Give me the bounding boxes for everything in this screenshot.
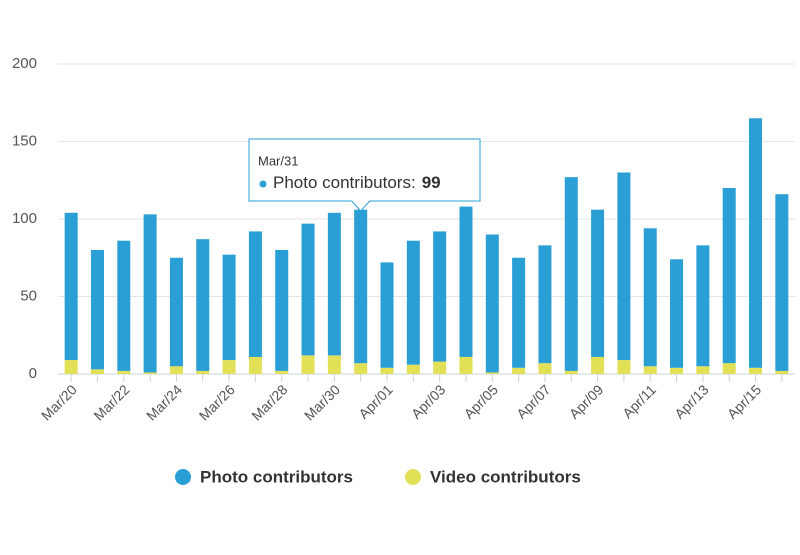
- x-tick-label: Mar/28: [248, 381, 290, 423]
- bar: [459, 356, 473, 374]
- bar: [196, 239, 210, 371]
- bar: [617, 172, 631, 361]
- bar: [248, 231, 262, 357]
- y-tick-label: 100: [12, 210, 37, 227]
- bar: [196, 370, 210, 374]
- bar: [275, 370, 289, 374]
- bar: [591, 209, 605, 357]
- bar: [327, 355, 341, 374]
- legend-label: Video contributors: [430, 467, 581, 486]
- bar: [512, 257, 526, 368]
- bar: [380, 367, 394, 374]
- x-tick-label: Apr/07: [513, 381, 554, 422]
- bar: [775, 370, 789, 374]
- x-tick-label: Mar/22: [90, 381, 132, 423]
- legend-marker: [405, 469, 421, 485]
- bar: [643, 228, 657, 367]
- x-tick-label: Apr/01: [355, 381, 396, 422]
- bar: [512, 367, 526, 374]
- legend-marker: [175, 469, 191, 485]
- bar: [485, 234, 499, 373]
- bar: [90, 250, 104, 370]
- bar: [775, 194, 789, 371]
- bar: [327, 212, 341, 356]
- y-tick-label: 150: [12, 132, 37, 149]
- bar: [64, 360, 78, 374]
- bar: [301, 223, 315, 356]
- bar: [564, 370, 578, 374]
- bar: [749, 367, 763, 374]
- bar: [406, 240, 420, 365]
- x-tick-label: Apr/11: [619, 381, 659, 421]
- y-tick-label: 0: [29, 365, 37, 382]
- x-tick-label: Apr/13: [671, 381, 712, 422]
- bar: [143, 372, 157, 374]
- bar: [564, 177, 578, 371]
- bar: [722, 188, 736, 364]
- tooltip-box: [248, 138, 481, 212]
- bar: [485, 372, 499, 374]
- bar: [117, 240, 131, 371]
- bar: [459, 206, 473, 357]
- bar: [696, 245, 710, 367]
- bar: [670, 259, 684, 368]
- bar: [222, 360, 236, 374]
- bar: [591, 356, 605, 374]
- bar: [643, 366, 657, 374]
- y-tick-label: 50: [20, 287, 37, 304]
- bar: [380, 262, 394, 368]
- tooltip-marker: [259, 180, 267, 188]
- x-tick-label: Apr/09: [566, 381, 607, 422]
- tooltip-text: Photo contributors: 99: [273, 173, 441, 192]
- bar: [64, 212, 78, 361]
- bar: [406, 364, 420, 374]
- x-tick-label: Apr/15: [724, 381, 765, 422]
- x-tick-label: Mar/30: [301, 381, 343, 423]
- bar: [117, 370, 131, 374]
- bar: [248, 356, 262, 374]
- bar: [169, 257, 183, 367]
- bar: [617, 360, 631, 374]
- bar: [433, 361, 447, 374]
- y-tick-label: 200: [12, 55, 37, 72]
- x-tick-label: Apr/05: [461, 381, 502, 422]
- bar: [538, 363, 552, 374]
- bar: [275, 250, 289, 371]
- x-tick-label: Mar/24: [143, 381, 185, 423]
- bar: [222, 254, 236, 361]
- x-tick-label: Mar/26: [196, 381, 238, 423]
- tooltip-label: Photo contributors:: [273, 173, 416, 192]
- bar: [722, 363, 736, 374]
- bar: [354, 363, 368, 374]
- bar: [301, 355, 315, 374]
- bar: [90, 369, 104, 374]
- bar: [696, 366, 710, 374]
- bar: [749, 118, 763, 368]
- bar: [538, 245, 552, 364]
- x-tick-label: Apr/03: [408, 381, 449, 422]
- legend-label: Photo contributors: [200, 467, 353, 486]
- bar: [354, 209, 368, 364]
- bar: [143, 214, 157, 373]
- bar: [169, 366, 183, 374]
- x-tick-label: Mar/20: [38, 381, 80, 423]
- bar: [670, 367, 684, 374]
- tooltip-value: 99: [422, 173, 441, 192]
- tooltip-title: Mar/31: [258, 153, 298, 168]
- bar: [433, 231, 447, 362]
